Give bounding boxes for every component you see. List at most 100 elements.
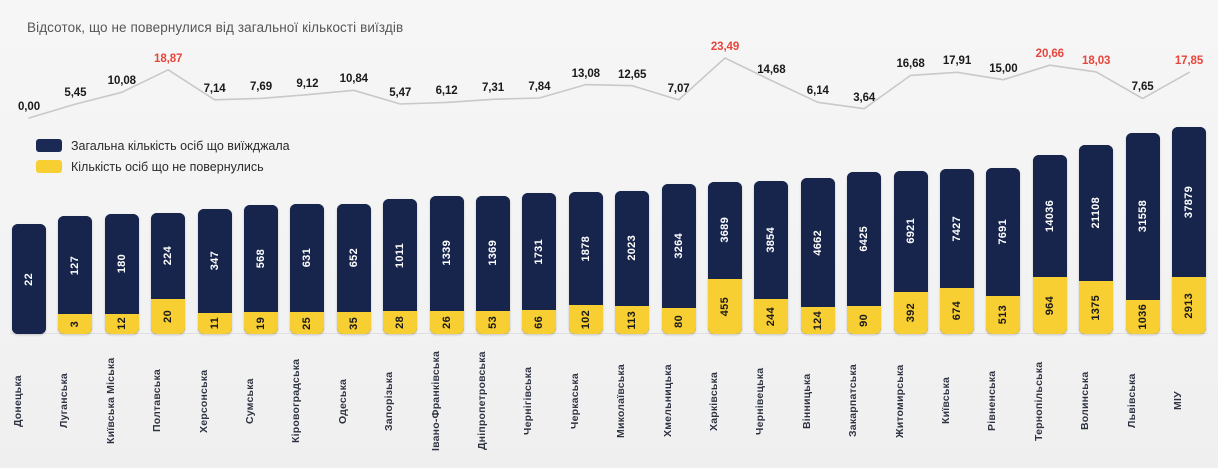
bar-value-total: 652 [347,248,360,268]
percentage-label: 5,47 [389,87,412,100]
bar-segment-total: 37879 [1172,127,1206,277]
bar-value-total: 37879 [1183,185,1195,218]
bar-column[interactable]: 3689 455 Харківська [708,0,742,468]
bar-value-not-returned: 674 [951,301,963,321]
stacked-bar[interactable]: 31558 1036 [1125,132,1160,334]
category-label: Сумська [244,378,256,424]
bar-value-total: 127 [69,255,82,275]
stacked-bar[interactable]: 652 35 [336,203,371,334]
stacked-bar[interactable]: 1731 66 [522,192,557,334]
bar-column[interactable]: 568 19 Сумська [244,0,278,468]
bar-column[interactable]: 37879 2913 МІУ [1172,0,1206,468]
stacked-bar[interactable]: 1011 28 [383,199,418,334]
bar-segment-not-returned: 66 [522,310,557,334]
bar-column[interactable]: 2023 113 Миколаївська [615,0,650,468]
bar-column[interactable]: 7427 674 Київська [940,0,974,468]
stacked-bar[interactable]: 631 25 [290,204,325,334]
legend-item-not-returned: Кількість осіб що не повернулись [36,158,290,175]
percentage-label: 23,49 [710,41,740,53]
stacked-bar[interactable]: 7427 674 [940,169,974,334]
bar-column[interactable]: 1011 28 Запорізька [383,0,418,468]
percentage-label: 10,08 [107,75,136,88]
bar-column[interactable]: 14036 964 Тернопільська [1032,0,1067,468]
stacked-bar[interactable]: 347 11 [197,209,232,334]
bar-value-total: 1369 [487,240,499,266]
percentage-label: 5,45 [64,87,87,100]
category-label: Дніпропетровська [476,351,488,451]
bar-value-not-returned: 35 [347,316,360,330]
bar-column[interactable]: 6425 90 Закарпатська [847,0,882,468]
category-label: Рівненська [986,370,999,432]
bar-column[interactable]: 1878 102 Черкаська [568,0,603,468]
stacked-bar[interactable]: 37879 2913 [1172,127,1206,334]
stacked-bar[interactable]: 2023 113 [615,190,650,334]
page-title: Відсоток, що не повернулися від загально… [27,20,404,35]
bar-column[interactable]: 1731 66 Чернігівська [522,0,557,468]
bar-column[interactable]: 6921 392 Житомирська [893,0,928,468]
bar-value-not-returned: 2913 [1183,292,1195,319]
category-label: Херсонська [197,369,210,433]
stacked-bar[interactable]: 7691 513 [986,168,1021,334]
bar-value-not-returned: 25 [301,316,314,330]
stacked-bar[interactable]: 6921 392 [893,170,928,334]
bar-value-not-returned: 80 [672,314,685,328]
stacked-bar[interactable]: 1339 26 [429,196,464,334]
stacked-bar[interactable]: 3689 455 [708,181,742,334]
bar-value-not-returned: 455 [719,296,731,316]
stacked-bar[interactable]: 127 3 [58,216,93,334]
bar-segment-not-returned: 513 [986,295,1021,334]
bar-column[interactable]: 1339 26 Івано-Франківська [429,0,464,468]
percentage-label: 7,69 [250,81,272,94]
bar-column[interactable]: 21108 1375 Волинська [1079,0,1114,468]
stacked-bar[interactable]: 1878 102 [568,191,603,334]
stacked-bar[interactable]: 6425 90 [847,172,882,334]
bar-column[interactable]: 1369 53 Дніпропетровська [476,0,510,468]
category-label: Донецька [12,375,24,427]
bar-segment-not-returned: 19 [244,312,278,334]
bar-value-not-returned: 90 [858,313,871,327]
percentage-label: 6,14 [806,85,829,98]
stacked-bar[interactable]: 21108 1375 [1079,144,1114,334]
bar-column[interactable]: 631 25 Кіровоградська [290,0,325,468]
bar-column[interactable]: 3854 244 Чернівецька [754,0,789,468]
category-label: Одеська [336,378,349,424]
stacked-bar[interactable]: 1369 53 [476,195,510,334]
bar-column[interactable]: 31558 1036 Львівська [1125,0,1160,468]
category-label: Хмельницька [661,364,674,438]
percentage-label: 14,68 [757,63,786,76]
bar-column[interactable]: 3264 80 Хмельницька [661,0,696,468]
stacked-bar[interactable]: 568 19 [244,205,278,334]
bar-value-total: 1731 [533,238,546,265]
category-label: Київська [940,377,952,425]
bar-value-not-returned: 964 [1043,295,1056,315]
bar-column[interactable]: 22 Донецька [12,0,46,468]
stacked-bar[interactable]: 22 [12,224,46,334]
stacked-bar[interactable]: 224 20 [151,212,186,334]
bar-column[interactable]: 180 12 Київська Міська [104,0,139,468]
bar-segment-total: 14036 [1032,155,1067,277]
category-label: Житомирська [893,364,906,438]
stacked-bar[interactable]: 180 12 [104,214,139,334]
bar-value-total: 2023 [626,235,639,262]
legend-swatch-not-returned-icon [36,160,62,173]
bar-segment-total: 631 [290,204,325,312]
bar-segment-not-returned: 674 [940,288,974,334]
bar-value-total: 31558 [1136,200,1149,233]
stacked-bar[interactable]: 3264 80 [661,183,696,334]
bar-column[interactable]: 652 35 Одеська [336,0,371,468]
bar-column[interactable]: 7691 513 Рівненська [986,0,1021,468]
bar-column[interactable]: 347 11 Херсонська [197,0,232,468]
axis-baseline [10,333,1208,334]
stacked-bar[interactable]: 4662 124 [800,177,835,334]
bar-segment-not-returned: 455 [708,278,742,334]
bar-column[interactable]: 127 3 Луганська [58,0,93,468]
bar-column[interactable]: 4662 124 Вінницька [800,0,835,468]
bar-value-not-returned: 113 [626,310,639,330]
bar-value-total: 6921 [904,218,917,244]
stacked-bar[interactable]: 3854 244 [754,181,789,334]
bar-segment-not-returned: 244 [754,299,789,334]
percentage-label: 13,08 [571,67,600,80]
stacked-bar[interactable]: 14036 964 [1032,155,1067,334]
bar-column[interactable]: 224 20 Полтавська [151,0,186,468]
bar-segment-not-returned: 80 [661,308,696,334]
